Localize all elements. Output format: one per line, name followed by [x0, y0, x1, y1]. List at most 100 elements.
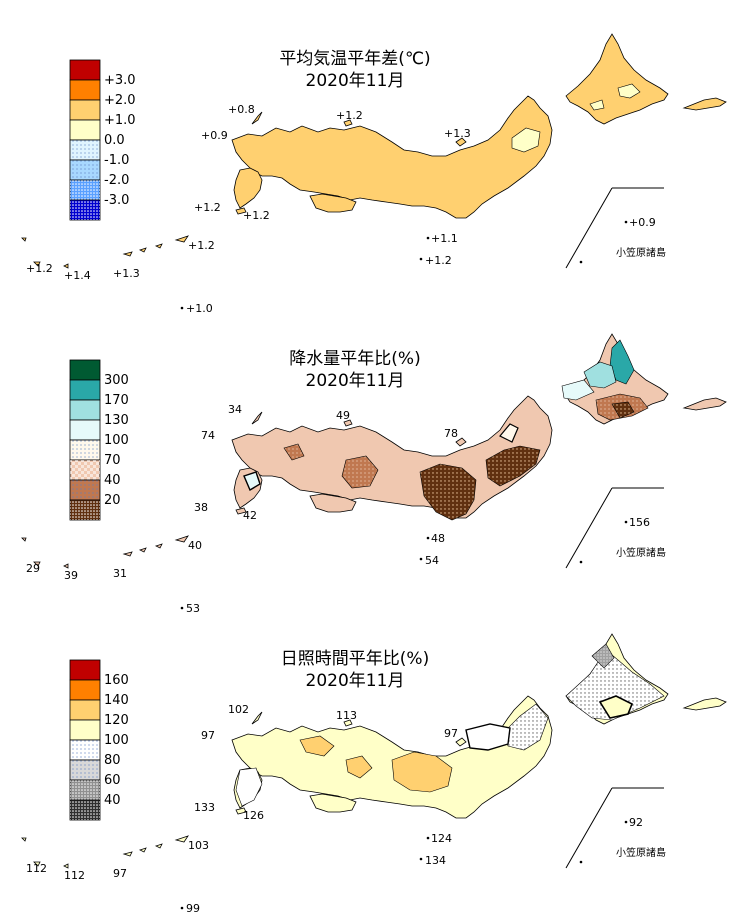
land-region [138, 847, 147, 853]
legend-label: 60 [104, 773, 121, 788]
station-value-sado: +1.3 [444, 127, 471, 140]
region-20-40 [341, 455, 379, 489]
land-region [235, 807, 247, 815]
land-region [682, 397, 727, 411]
station-value-tanegashima: 126 [243, 809, 264, 822]
land-region [122, 251, 133, 257]
land-region [21, 237, 27, 242]
region-100-130 [561, 379, 595, 401]
legend-swatch [69, 159, 101, 181]
station-value-okinawa_main: 31 [113, 567, 127, 580]
legend-label: 300 [104, 373, 129, 388]
land-region [343, 419, 353, 427]
land-region [251, 411, 263, 425]
legend-swatch [69, 439, 101, 461]
legend-label: 120 [104, 713, 129, 728]
station-value-daito: 53 [186, 602, 200, 615]
land-region [174, 535, 189, 543]
land-region [122, 851, 133, 857]
legend-label: 100 [104, 733, 129, 748]
station-value-oki: 113 [336, 709, 357, 722]
region-120-140 [299, 735, 335, 757]
legend-label: 80 [104, 753, 121, 768]
station-value-amami: 40 [188, 539, 202, 552]
station-value-goto: 74 [201, 429, 215, 442]
legend: 300 170 130 100 70 40 20 [69, 359, 129, 521]
legend-label: +1.0 [104, 113, 136, 128]
station-value-hachijojima: 134 [425, 854, 446, 867]
region-120-140 [391, 751, 453, 793]
land-region [138, 247, 147, 253]
legend-label: 130 [104, 413, 129, 428]
legend-swatch [69, 59, 101, 81]
station-value-amami: +1.2 [188, 239, 215, 252]
island-marker [624, 820, 628, 824]
land-region [33, 261, 41, 267]
legend-swatch [69, 719, 101, 741]
station-value-ogasawara: +0.9 [629, 216, 656, 229]
legend-swatch [69, 399, 101, 421]
region-under-20 [611, 401, 635, 419]
station-value-okinawa_main: +1.3 [113, 267, 140, 280]
legend-label: -1.0 [104, 153, 129, 168]
station-value-oki: 49 [336, 409, 350, 422]
panel-title: 平均気温平年差(℃) [279, 49, 430, 69]
land-region [455, 737, 467, 747]
region-120-140 [345, 755, 373, 779]
station-value-okinawa_miyako: 39 [64, 569, 78, 582]
land-region [309, 193, 357, 213]
land-region [251, 711, 263, 725]
legend-swatch [69, 479, 101, 501]
ogasawara-inset: 小笠原諸島 [565, 787, 666, 869]
station-value-koshiki: +1.2 [194, 201, 221, 214]
land-region [231, 95, 553, 219]
panel-subtitle: 2020年11月 [306, 671, 405, 691]
panel-temperature: 平均気温平年差(℃)2020年11月 +3.0 +2.0 +1.0 0.0 -1.0 -2.… [21, 33, 727, 315]
station-value-tanegashima: 42 [243, 509, 257, 522]
legend: +3.0 +2.0 +1.0 0.0 -1.0 -2.0 -3.0 [69, 59, 136, 221]
ogasawara-label: 小笠原諸島 [616, 246, 666, 259]
legend-swatch [69, 99, 101, 121]
panel-subtitle: 2020年11月 [306, 71, 405, 91]
station-value-tsushima: 102 [228, 703, 249, 716]
panel-sunshine: 日照時間平年比(%)2020年11月 160 140 120 100 80 60 40 小笠原諸… [21, 633, 727, 915]
station-value-goto: +0.9 [201, 129, 228, 142]
legend-swatch [69, 379, 101, 401]
land-region [235, 207, 247, 215]
legend-label: 160 [104, 673, 129, 688]
island-marker [426, 536, 430, 540]
land-region [63, 863, 69, 869]
land-region [174, 235, 189, 243]
legend-swatch [69, 779, 101, 801]
land-region [565, 33, 669, 125]
japan-map [21, 633, 727, 910]
island-marker [419, 857, 423, 861]
island-marker [426, 836, 430, 840]
legend-swatch [69, 199, 101, 221]
land-region [343, 119, 353, 127]
region-60-80 [591, 643, 615, 669]
ogasawara-inset: 小笠原諸島 [565, 187, 666, 269]
station-value-okinawa_miyako: 112 [64, 869, 85, 882]
region-under-20 [485, 445, 541, 487]
japan-map [21, 333, 727, 610]
region-100-130 [243, 471, 261, 492]
japan-map [21, 33, 727, 310]
land-region [21, 837, 27, 842]
legend-label: 140 [104, 693, 129, 708]
legend-label: 170 [104, 393, 129, 408]
land-region [235, 507, 247, 515]
island-marker [180, 906, 184, 910]
station-values: +0.8+0.9+1.2+1.3+1.2+1.2+1.1+1.2+1.2+1.4… [26, 103, 656, 315]
island-marker [419, 557, 423, 561]
legend-label: 40 [104, 473, 121, 488]
land-region [309, 793, 357, 813]
station-value-okinawa_west: 29 [26, 562, 40, 575]
legend-swatch [69, 139, 101, 161]
legend: 160 140 120 100 80 60 40 [69, 659, 129, 821]
station-values: 102 97 113 97 133 126 124 134 112 112 97 103 99 92 [26, 703, 643, 915]
station-value-hachijojima: 54 [425, 554, 439, 567]
panel-title: 降水量平年比(%) [289, 349, 420, 369]
legend-label: 0.0 [104, 133, 125, 148]
